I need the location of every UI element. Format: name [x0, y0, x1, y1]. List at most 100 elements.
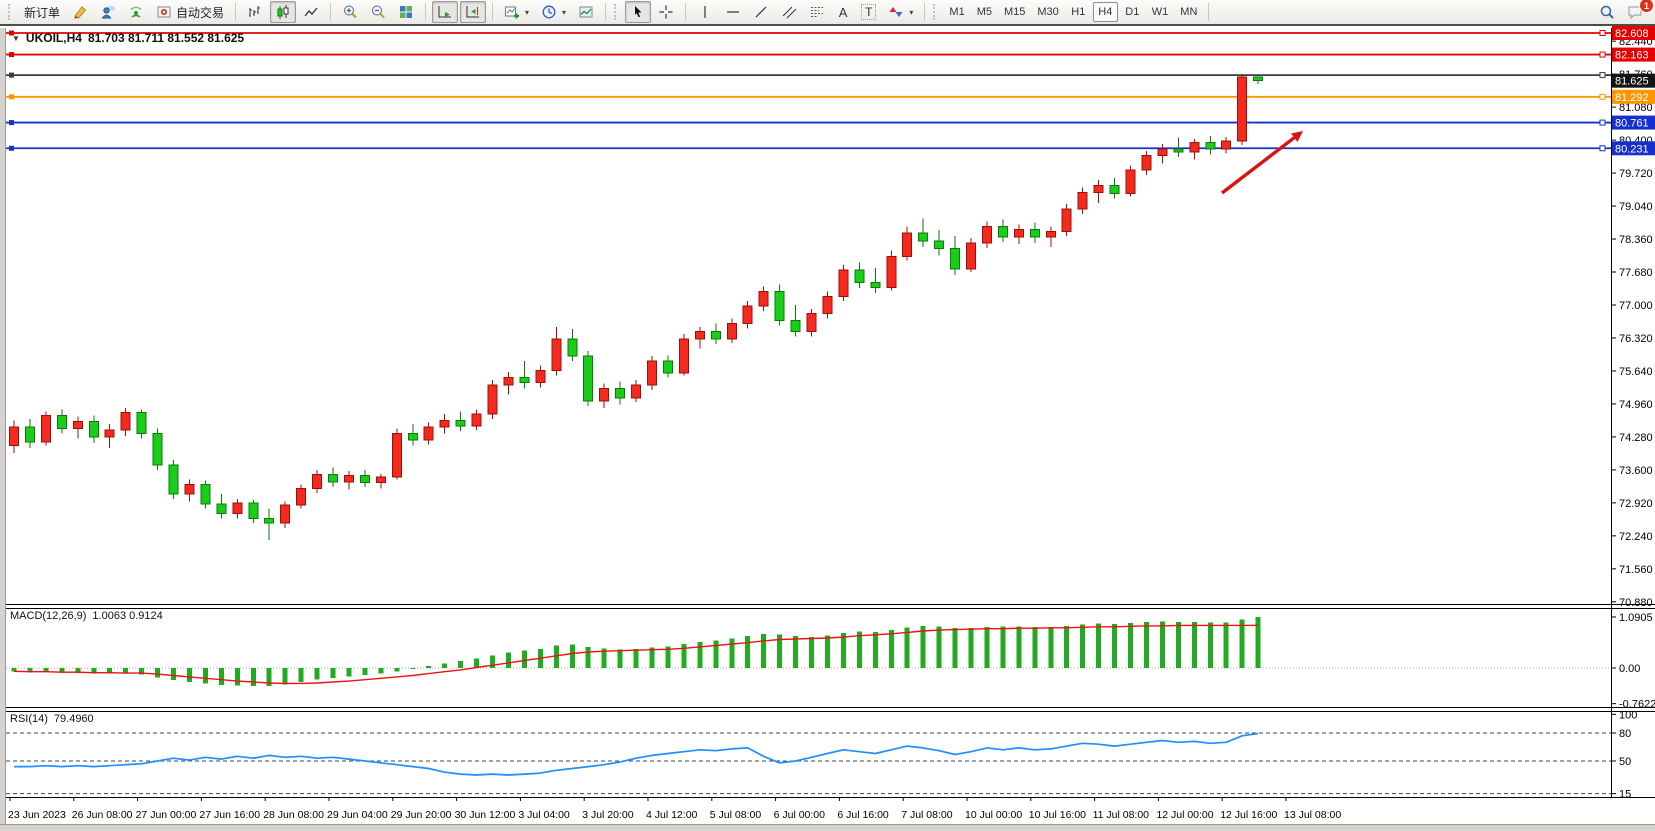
auto-scroll-button[interactable] — [432, 1, 459, 23]
line-chart-button[interactable] — [298, 1, 324, 23]
timeframe-mn-button[interactable]: MN — [1180, 6, 1198, 18]
timeframe-m15-button[interactable]: M15 — [1003, 6, 1026, 18]
candle-body — [966, 242, 976, 270]
timeframe-d1-button[interactable]: D1 — [1125, 6, 1140, 18]
candle-body — [758, 290, 769, 307]
candle-body — [40, 415, 51, 443]
axis-tick-label: 74.280 — [1619, 432, 1653, 444]
equidistant-channel-icon — [782, 6, 797, 19]
period-clock-button[interactable]: ▾ — [536, 1, 571, 23]
candle-body — [391, 433, 402, 478]
macd-histogram-bar — [856, 631, 862, 668]
notifications-button[interactable]: 1 — [1622, 0, 1654, 23]
candle-body — [1045, 230, 1056, 238]
macd-histogram-bar — [218, 668, 224, 685]
line-handle[interactable] — [1599, 145, 1606, 152]
chart-template-button[interactable] — [573, 1, 599, 23]
trendline-icon — [755, 6, 767, 18]
time-tick-label: 28 Jun 08:00 — [263, 809, 324, 821]
line-handle[interactable] — [1599, 51, 1606, 58]
line-handle[interactable] — [9, 94, 14, 100]
text-tool-glyph: A — [838, 4, 848, 20]
line-handle[interactable] — [9, 52, 14, 58]
macd-histogram-bar — [1159, 621, 1165, 668]
candle-body — [615, 387, 626, 399]
autotrading-button[interactable]: 自动交易 — [151, 1, 229, 23]
channel-tool-button[interactable] — [776, 1, 802, 23]
candle-body — [934, 240, 945, 250]
new-chart-button[interactable]: ▾ — [499, 1, 534, 23]
axis-tick-label: 72.240 — [1619, 531, 1653, 543]
arrows-tool-button[interactable]: ▾ — [883, 1, 918, 23]
line-handle[interactable] — [9, 145, 14, 151]
annotation-arrow[interactable] — [1220, 131, 1303, 195]
timeframe-h1-button[interactable]: H1 — [1071, 6, 1086, 18]
timeframe-w1-button[interactable]: W1 — [1151, 6, 1169, 18]
horizontal-level-lines[interactable] — [6, 30, 1611, 152]
search-button[interactable] — [1594, 1, 1620, 23]
toolbar-grip[interactable] — [614, 4, 620, 20]
bar-chart-button[interactable] — [242, 1, 268, 23]
new-order-button[interactable]: 新订单 — [19, 1, 65, 23]
candle-body — [343, 475, 354, 483]
crosshair-tool-button[interactable] — [653, 1, 679, 23]
candle-body — [567, 338, 578, 357]
chart-shift-button[interactable] — [460, 1, 487, 23]
styler-button[interactable] — [67, 1, 93, 23]
zoom-out-button[interactable] — [365, 1, 391, 23]
toolbar-grip[interactable] — [8, 4, 14, 20]
candle-body — [822, 295, 833, 315]
macd-histogram-bar — [1223, 622, 1229, 668]
macd-histogram-bar — [1064, 625, 1070, 668]
tile-windows-icon — [400, 6, 413, 18]
community-person-icon — [101, 6, 116, 19]
fibonacci-tool-button[interactable] — [804, 1, 830, 23]
line-handle[interactable] — [1599, 119, 1606, 126]
symbol-dropdown-icon[interactable]: ▼ — [12, 33, 20, 43]
zoom-in-button[interactable] — [337, 1, 363, 23]
community-button[interactable] — [95, 1, 121, 23]
timeframe-m1-button[interactable]: M1 — [949, 6, 965, 18]
macd-histogram-bar — [1016, 626, 1022, 668]
candlestick-chart-button[interactable] — [270, 1, 297, 23]
candle-body — [56, 415, 67, 430]
macd-histogram-bar — [1032, 626, 1038, 668]
macd-histogram-bar — [793, 636, 799, 668]
trendline-tool-button[interactable] — [748, 1, 774, 23]
line-handle[interactable] — [9, 72, 14, 78]
timeframe-m5-button[interactable]: M5 — [976, 6, 992, 18]
text-label-tool-button[interactable]: T — [856, 1, 881, 23]
line-handle[interactable] — [1599, 72, 1606, 79]
line-handle[interactable] — [9, 30, 14, 36]
tile-windows-button[interactable] — [393, 1, 419, 23]
axis-tick-label: 71.560 — [1619, 564, 1653, 576]
rsi-panel — [6, 732, 1611, 795]
candle-body — [1253, 76, 1264, 82]
macd-axis-label: 0.00 — [1619, 663, 1640, 675]
candle-body — [200, 483, 211, 505]
axis-tick-label: 72.920 — [1619, 498, 1653, 510]
line-handle[interactable] — [1599, 93, 1606, 100]
toolbar-grip[interactable] — [933, 4, 939, 20]
line-handle[interactable] — [9, 120, 14, 126]
cursor-tool-button[interactable] — [625, 1, 652, 23]
macd-histogram-bar — [1112, 624, 1118, 668]
timeframe-m30-button[interactable]: M30 — [1037, 6, 1059, 18]
text-tool-button[interactable]: A — [832, 1, 854, 23]
vertical-line-tool-button[interactable] — [692, 1, 718, 23]
signals-button[interactable] — [123, 1, 149, 23]
rsi-axis-label: 100 — [1619, 709, 1637, 721]
toolbar-separator — [924, 3, 926, 21]
macd-histogram-bar — [649, 647, 655, 668]
candle-body — [854, 269, 865, 284]
macd-histogram-bar — [1175, 622, 1181, 668]
line-handle[interactable] — [1599, 30, 1606, 36]
macd-histogram-bar — [824, 635, 830, 668]
price-tag — [1612, 26, 1655, 40]
horizontal-line-tool-button[interactable] — [720, 1, 746, 23]
candle-body — [535, 369, 546, 384]
time-tick-label: 13 Jul 08:00 — [1284, 809, 1341, 821]
fibonacci-icon — [811, 7, 824, 17]
timeframe-h4-button[interactable]: H4 — [1092, 2, 1118, 22]
